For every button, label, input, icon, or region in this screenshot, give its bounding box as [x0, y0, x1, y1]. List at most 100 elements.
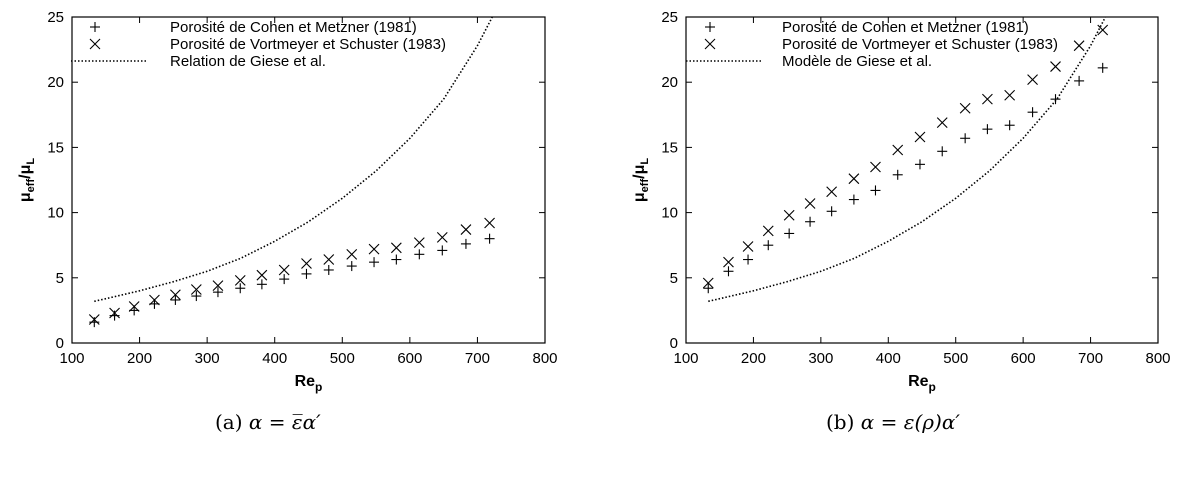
data-point-cross [723, 256, 734, 268]
cross-b [190, 284, 202, 295]
data-point-plus [703, 283, 714, 294]
data-point-plus [892, 169, 903, 180]
cross-b [212, 280, 224, 292]
cross-b [702, 277, 714, 289]
y-axis-label: μeff/μL [631, 158, 651, 202]
data-point-cross [212, 280, 224, 292]
plot-frame [685, 16, 1159, 344]
data-point-plus [212, 287, 223, 298]
cross-b [484, 217, 495, 229]
x-tick-label: 200 [127, 350, 152, 367]
data-point-plus [323, 264, 334, 275]
series-line-giese [708, 17, 1107, 303]
data-point-cross [88, 314, 100, 325]
figure: 100 200 300 400 500 600 700 8000510152025Repμef… [17, 9, 1171, 394]
caption-a-formula: α = ε̅α′ [248, 410, 321, 434]
y-axis-label-main: /μ [631, 165, 648, 179]
cross-b [278, 264, 290, 276]
x-tick-label: 600 [1011, 350, 1036, 367]
caption-b-prefix: (b) [826, 410, 855, 434]
data-point-cross [870, 161, 881, 173]
x-axis-label-sub: p [929, 380, 936, 394]
cross-b [234, 275, 246, 286]
data-point-plus [391, 254, 402, 265]
x-tick-label: 800 [1145, 350, 1170, 367]
data-point-plus [805, 216, 816, 227]
caption-b: (b) α = ε(ρ)α′ [826, 410, 960, 434]
x-axis-label-main: Re [908, 373, 929, 390]
data-point-cross [826, 186, 838, 198]
legend-label: Relation de Giese et al. [170, 53, 326, 70]
legend-label: Porosité de Vortmeyer et Schuster (1983) [782, 36, 1058, 53]
cross-b [982, 93, 993, 105]
y-tick-label: 10 [47, 205, 64, 222]
cross-b [460, 224, 472, 235]
cross-b [169, 289, 181, 301]
cross-b [783, 209, 795, 221]
data-point-cross [982, 93, 993, 105]
cross-b [368, 243, 380, 255]
cross-b [301, 258, 312, 269]
x-tick-label: 500 [943, 350, 968, 367]
caption-b-formula: α = ε(ρ)α′ [860, 410, 960, 434]
x-axis-label: Rep [295, 373, 323, 394]
y-axis-label-main: /μ [17, 165, 34, 179]
cross-b [762, 225, 774, 237]
x-tick-label: 100 [59, 350, 84, 367]
data-point-plus [960, 133, 971, 144]
data-point-cross [848, 173, 860, 185]
x-tick-label: 800 [532, 350, 557, 367]
cross-b [256, 269, 268, 281]
data-point-cross [413, 237, 425, 248]
y-tick-label: 20 [47, 74, 64, 91]
plot-area [702, 17, 1109, 303]
x-tick-label: 100 [673, 350, 698, 367]
data-point-plus [301, 268, 312, 279]
y-axis-label-sub: eff [639, 179, 651, 193]
data-point-plus [235, 283, 246, 294]
x-axis-label-sub: p [315, 380, 322, 394]
x-tick-label: 300 [195, 350, 220, 367]
data-point-plus [369, 257, 380, 268]
data-point-cross [190, 284, 202, 295]
caption-a: (a) α = ε̅α′ [215, 410, 321, 434]
x-tick-label: 200 [741, 350, 766, 367]
data-point-plus [191, 291, 202, 302]
data-point-cross [368, 243, 380, 255]
data-point-cross [1027, 74, 1038, 85]
data-point-cross [346, 248, 358, 260]
data-point-cross [804, 198, 816, 209]
data-point-plus [914, 159, 925, 170]
cross-b [742, 241, 754, 252]
x-tick-label: 700 [1078, 350, 1103, 367]
cross-b [323, 254, 335, 265]
data-point-plus [937, 146, 948, 157]
data-point-cross [323, 254, 335, 265]
data-point-plus [170, 294, 181, 305]
cross-b [436, 231, 448, 243]
data-point-plus [109, 310, 120, 321]
y-tick-label: 5 [670, 270, 678, 287]
x-tick-label: 400 [262, 350, 287, 367]
cross-b [870, 161, 881, 173]
y-tick-label: 0 [56, 335, 64, 352]
data-point-cross [301, 258, 312, 269]
cross-b [390, 242, 402, 254]
caption-a-prefix: (a) [215, 410, 243, 434]
series-line-giese [94, 17, 494, 303]
cross-b [1073, 40, 1085, 52]
y-axis-label-main: μ [631, 192, 648, 202]
cross-b [723, 256, 734, 268]
data-point-cross [109, 307, 120, 319]
data-point-cross [390, 242, 402, 254]
data-point-cross [234, 275, 246, 286]
data-point-cross [256, 269, 268, 281]
plot-frame [71, 16, 546, 344]
cross-b [1027, 74, 1038, 85]
data-point-plus [346, 261, 357, 272]
y-tick-label: 10 [661, 205, 678, 222]
y-tick-label: 20 [661, 74, 678, 91]
cross-b [88, 314, 100, 325]
x-tick-label: 500 [330, 350, 355, 367]
legend-label: Porosité de Cohen et Metzner (1981) [782, 19, 1029, 36]
